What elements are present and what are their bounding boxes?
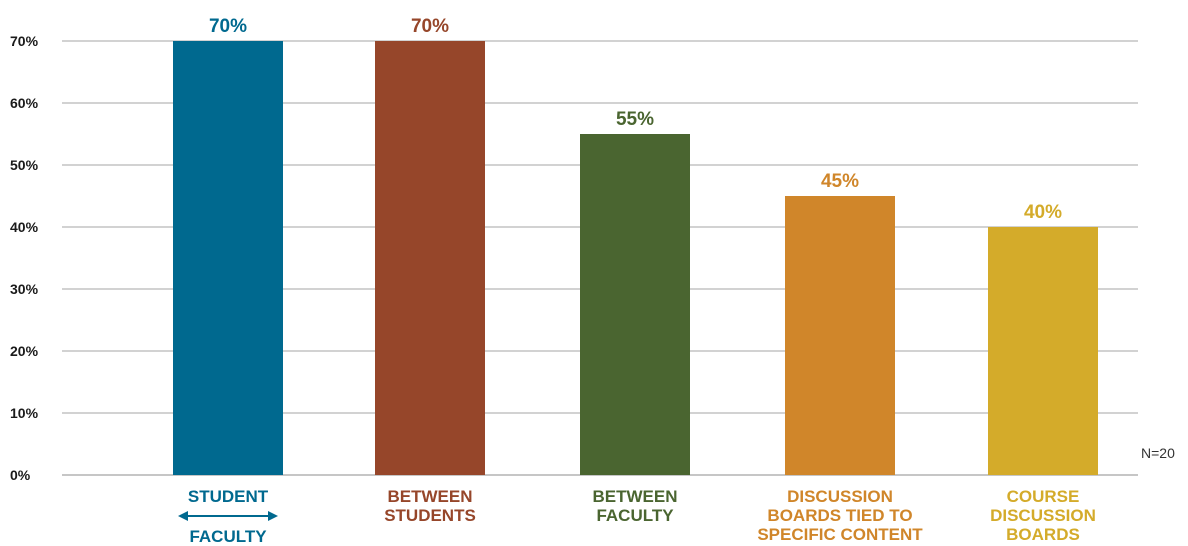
- y-tick-label: 0%: [10, 467, 31, 483]
- y-tick-label: 20%: [10, 343, 39, 359]
- bar-value-label: 40%: [1024, 202, 1062, 223]
- x-category-label: BETWEEN: [593, 487, 678, 506]
- y-tick-label: 70%: [10, 33, 39, 49]
- x-category-label: SPECIFIC CONTENT: [757, 525, 923, 544]
- bar: [375, 41, 485, 475]
- x-category-label: STUDENT: [188, 487, 269, 506]
- x-category-label: FACULTY: [189, 527, 267, 546]
- bar: [785, 196, 895, 475]
- sample-size-note: N=20: [1141, 445, 1175, 461]
- y-tick-label: 50%: [10, 157, 39, 173]
- x-category-label: DISCUSSION: [787, 487, 893, 506]
- arrow-left-head: [178, 511, 188, 521]
- bar-value-label: 70%: [411, 16, 449, 37]
- y-tick-label: 60%: [10, 95, 39, 111]
- x-category-label: STUDENTS: [384, 506, 476, 525]
- bar: [173, 41, 283, 475]
- bar: [580, 134, 690, 475]
- x-category-label: BOARDS TIED TO: [767, 506, 912, 525]
- x-category-label: FACULTY: [596, 506, 674, 525]
- x-category-label: BETWEEN: [388, 487, 473, 506]
- arrow-right-head: [268, 511, 278, 521]
- bar: [988, 227, 1098, 475]
- y-tick-label: 10%: [10, 405, 39, 421]
- x-category-label: BOARDS: [1006, 525, 1080, 544]
- x-category-label: DISCUSSION: [990, 506, 1096, 525]
- bar-value-label: 55%: [616, 109, 654, 130]
- y-tick-label: 30%: [10, 281, 39, 297]
- x-category-label: COURSE: [1007, 487, 1080, 506]
- bar-value-label: 70%: [209, 16, 247, 37]
- bar-value-label: 45%: [821, 171, 859, 192]
- y-tick-label: 40%: [10, 219, 39, 235]
